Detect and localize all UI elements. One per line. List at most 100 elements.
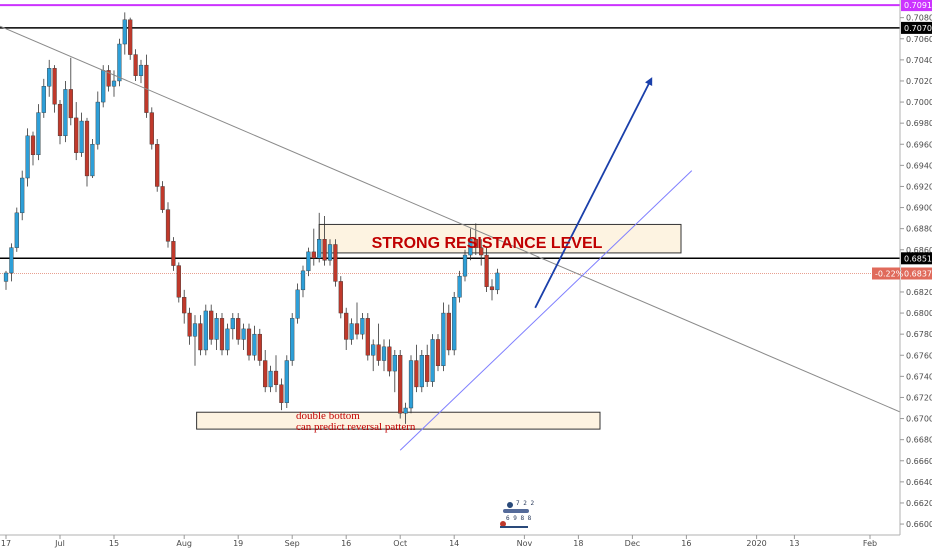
resistance-badge-bg [901,252,932,265]
time-tick-label: 19 [233,539,243,548]
candle [489,279,495,301]
candle-body [414,360,419,388]
time-tick-label: 14 [449,539,459,548]
candle-body [84,120,90,177]
resistance-label: STRONG RESISTANCE LEVEL [372,235,603,252]
candle [149,107,154,150]
candle [333,239,338,287]
candle [414,344,419,393]
candle-body [74,117,79,153]
candle [327,239,333,266]
candle-body [425,355,430,382]
candle [203,304,208,356]
candle [273,355,279,393]
candle [230,313,235,340]
candle [133,49,138,81]
time-tick-label: 16 [681,539,691,548]
candle-body [187,312,192,337]
candle-body [360,318,365,335]
candle [128,17,133,60]
candle [279,378,284,411]
candle [47,59,52,97]
candle [30,131,36,166]
candle-body [246,328,252,356]
candle-body [446,312,451,351]
top-price-badge: 0.70919 [901,0,932,12]
candle-body [311,251,316,259]
candle [9,243,14,282]
candle-body [219,318,225,351]
candle [117,38,122,87]
candle-body [241,328,246,340]
candle-body [165,209,171,242]
candle [344,307,349,350]
candle-body [36,112,41,156]
watermark-line2: 6 9 8 8 [506,515,532,522]
time-tick-label: Feb [863,539,877,548]
candle-body [225,328,230,351]
candle [84,117,90,187]
time-tick-label: 17 [1,539,11,548]
candle-body [484,254,489,287]
candle [198,315,203,356]
candle [79,112,84,157]
level-lines [0,4,900,274]
candle [435,334,441,372]
candle [165,202,171,248]
candle [25,128,30,187]
candle-body [462,254,468,277]
candle-body [441,312,446,367]
candle [155,138,160,192]
candle-body [176,265,181,298]
upper-resistance-badge: 0.70703 [901,21,932,34]
candle-body [473,239,478,248]
resistance-badge-text: 0.68519 [904,254,932,263]
time-tick-label: Aug [176,539,192,548]
candle-body [349,323,354,340]
candle [36,104,41,161]
candle-body [79,120,84,153]
time-axis-ticks: 17 Jul 15 Aug 19 Sep 16 Oct 14 Nov 18 Dec 16 2020 13 Fe… [1,535,877,548]
candle-body [344,312,349,340]
candle [365,313,370,361]
candle-body [365,318,370,356]
candle [317,212,322,263]
candle-body [236,318,241,340]
candle-body [403,407,408,414]
upper-resistance-badge-bg [901,21,932,34]
candle-body [20,177,25,214]
candle-body [63,89,68,137]
candle-body [284,360,289,403]
candle-body [322,239,327,261]
time-axis[interactable] [0,535,932,550]
double-bottom-sublabel: can predict reversal pattern [296,421,416,433]
candle-body [354,323,360,335]
candle-body [300,270,306,291]
candle [219,313,225,356]
candle-body [387,346,392,372]
candle-body [3,272,9,282]
candle [495,268,500,295]
candle [462,249,468,282]
candle [371,339,376,372]
time-tick-label: 15 [109,539,119,548]
candle [468,228,473,261]
candle-body [182,297,187,314]
candle-body [106,70,111,87]
candle [300,265,306,298]
candle [387,339,392,377]
watermark-line1: 7 2 2 [516,500,534,507]
candle-body [257,333,262,361]
candle [354,302,360,340]
candle-body [133,54,138,76]
time-tick-label: Jul [54,539,65,548]
